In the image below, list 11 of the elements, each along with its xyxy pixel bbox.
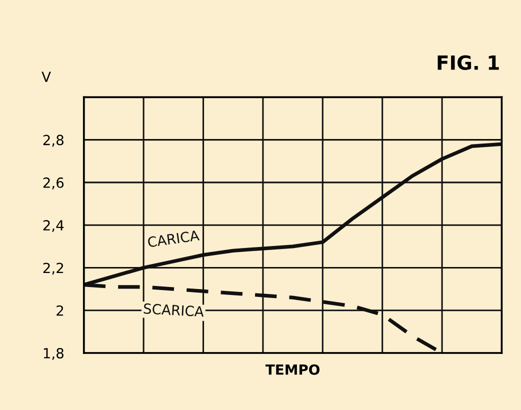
x-axis-title: TEMPO bbox=[265, 364, 320, 375]
chart-title: FIG. 1 bbox=[438, 55, 499, 70]
y-tick-label: 2,2 bbox=[43, 262, 64, 275]
series-label: SCARICA bbox=[144, 303, 204, 317]
text: CARICA bbox=[147, 230, 200, 248]
y-tick-label: 1,8 bbox=[44, 348, 64, 360]
y-axis-title: V bbox=[42, 72, 51, 82]
y-tick-label: 2 bbox=[56, 305, 64, 316]
y-tick-label: 2,6 bbox=[43, 177, 64, 190]
y-tick-label: 2,4 bbox=[43, 220, 64, 232]
y-tick-label: 2,8 bbox=[43, 134, 64, 147]
